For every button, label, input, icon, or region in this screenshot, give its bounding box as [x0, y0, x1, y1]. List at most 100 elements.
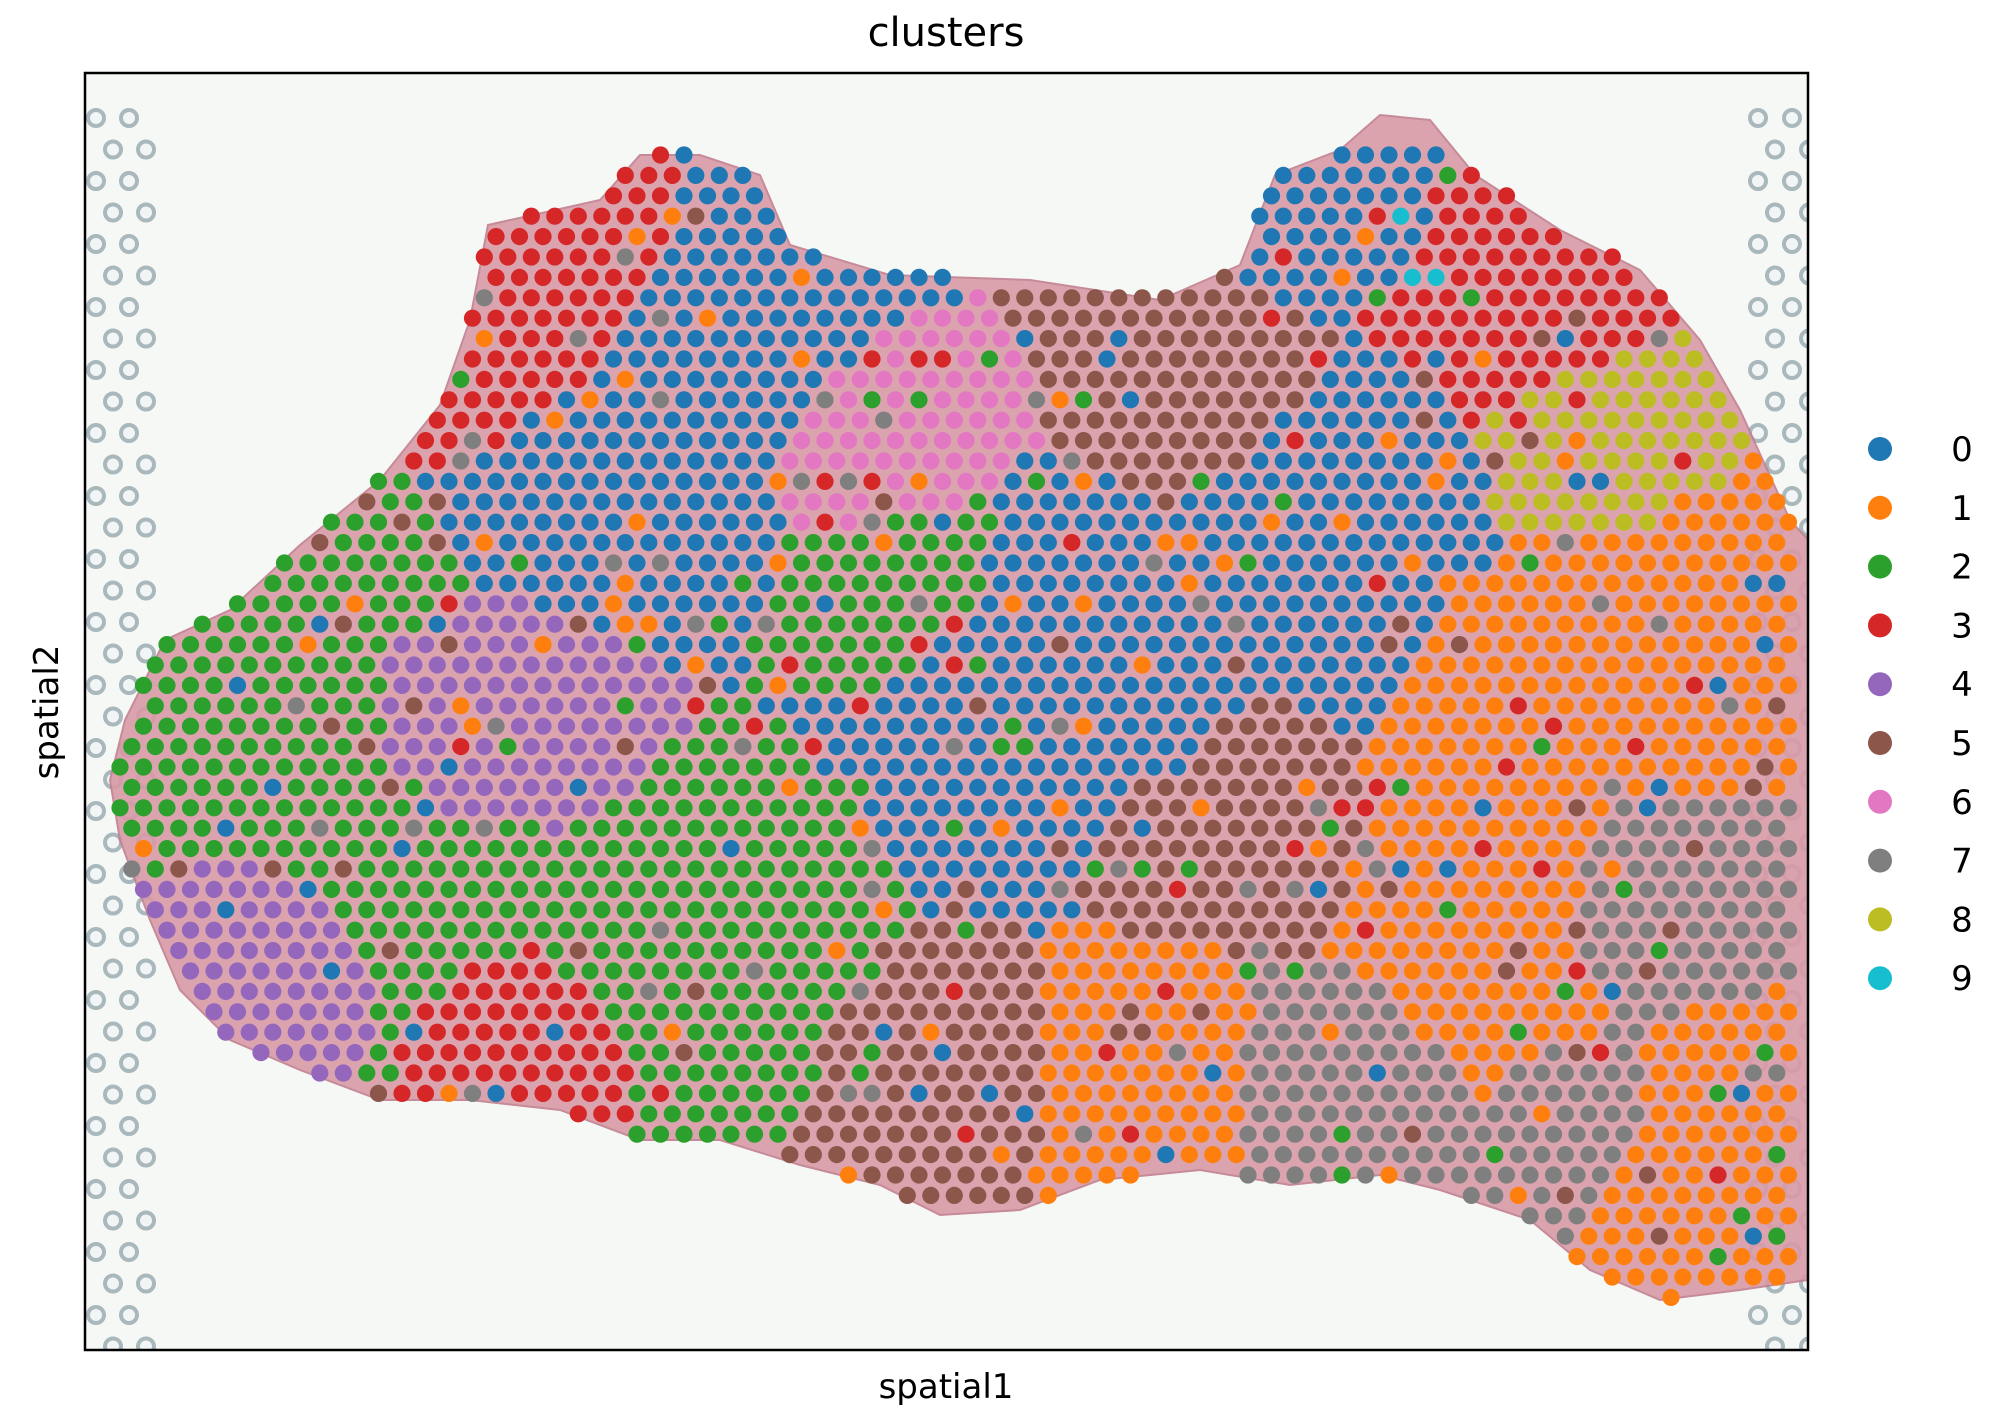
spot-cluster-0: [710, 330, 728, 348]
spot-cluster-7: [651, 554, 670, 572]
spot-cluster-7: [1544, 1084, 1563, 1102]
spot-cluster-3: [1497, 268, 1516, 286]
spot-cluster-7: [1427, 1044, 1445, 1062]
spot-cluster-4: [405, 738, 423, 756]
spot-cluster-0: [1004, 880, 1022, 899]
spot-cluster-2: [275, 840, 294, 858]
spot-cluster-0: [675, 309, 693, 327]
spot-cluster-1: [1732, 636, 1751, 654]
spot-cluster-0: [687, 370, 705, 388]
spot-cluster-7: [1497, 1166, 1516, 1184]
spot-cluster-7: [1756, 921, 1774, 939]
spot-cluster-0: [1262, 432, 1281, 450]
spot-cluster-5: [1074, 309, 1093, 327]
spot-cluster-8: [1544, 513, 1563, 531]
spot-cluster-3: [487, 962, 505, 980]
spot-cluster-2: [969, 493, 987, 511]
spot-cluster-5: [992, 1023, 1010, 1041]
spot-cluster-1: [1591, 1207, 1610, 1225]
spot-cluster-2: [722, 1084, 740, 1102]
spot-cluster-7: [1321, 1064, 1339, 1082]
spot-cluster-5: [945, 942, 963, 960]
spot-cluster-0: [593, 452, 611, 470]
fiducial-spot: [103, 580, 123, 601]
spot-cluster-1: [1721, 1105, 1739, 1123]
spot-cluster-5: [957, 1084, 975, 1102]
spot-cluster-5: [1145, 921, 1163, 939]
spot-cluster-0: [1016, 452, 1034, 470]
spot-cluster-7: [1309, 1125, 1328, 1143]
legend-label-6: 6: [1951, 783, 1973, 823]
spot-cluster-0: [1415, 574, 1433, 593]
spot-cluster-4: [252, 880, 270, 899]
spot-cluster-1: [1568, 880, 1586, 899]
spot-cluster-3: [628, 268, 646, 286]
spot-cluster-1: [1580, 1023, 1598, 1041]
spot-cluster-2: [334, 901, 352, 919]
spot-cluster-3: [1439, 370, 1457, 388]
spot-cluster-1: [1215, 1003, 1234, 1021]
spot-cluster-0: [734, 248, 752, 266]
spot-cluster-0: [1004, 554, 1022, 572]
spot-cluster-0: [722, 350, 740, 368]
spot-cluster-2: [828, 778, 846, 797]
spot-cluster-7: [1286, 1166, 1304, 1184]
spot-cluster-1: [1721, 656, 1739, 674]
spot-cluster-2: [416, 962, 435, 980]
spot-cluster-3: [1098, 1044, 1116, 1062]
spot-cluster-0: [722, 513, 740, 531]
spot-cluster-4: [428, 738, 446, 756]
spot-cluster-5: [816, 1044, 834, 1062]
spot-cluster-2: [628, 799, 646, 817]
spot-cluster-2: [205, 676, 223, 695]
spot-cluster-0: [475, 452, 493, 470]
spot-cluster-1: [1744, 1146, 1762, 1164]
spot-cluster-1: [1768, 738, 1786, 756]
spot-cluster-0: [1027, 880, 1046, 899]
spot-cluster-4: [522, 697, 540, 715]
spot-cluster-7: [1756, 840, 1774, 858]
spot-cluster-3: [1262, 309, 1281, 327]
spot-cluster-2: [687, 778, 705, 797]
spot-cluster-2: [452, 574, 470, 593]
spot-cluster-1: [1768, 534, 1786, 552]
spot-cluster-1: [663, 207, 681, 225]
spot-cluster-3: [1685, 676, 1704, 695]
spot-cluster-2: [557, 962, 576, 980]
spot-cluster-2: [405, 534, 423, 552]
spot-cluster-0: [734, 615, 752, 633]
spot-cluster-5: [792, 1125, 811, 1143]
spot-cluster-7: [1392, 1023, 1410, 1041]
spot-cluster-3: [522, 248, 540, 266]
spot-cluster-1: [1415, 1023, 1433, 1041]
spot-cluster-0: [1251, 615, 1269, 633]
fiducial-spot: [1748, 234, 1768, 254]
spot-cluster-1: [1427, 472, 1445, 490]
spot-cluster-4: [275, 962, 294, 980]
spot-cluster-0: [722, 309, 740, 327]
spot-cluster-5: [922, 1064, 940, 1082]
spot-cluster-1: [1627, 1146, 1645, 1164]
spot-cluster-0: [1462, 493, 1480, 511]
spot-cluster-2: [181, 717, 200, 735]
spot-cluster-0: [1039, 534, 1057, 552]
spot-cluster-0: [1145, 636, 1163, 654]
spot-cluster-5: [1309, 717, 1328, 735]
spot-cluster-1: [1650, 656, 1668, 674]
spot-cluster-2: [851, 942, 869, 960]
spot-cluster-4: [181, 921, 200, 939]
spot-cluster-1: [1427, 1003, 1445, 1021]
spot-cluster-2: [769, 636, 787, 654]
spot-cluster-1: [1439, 1023, 1457, 1041]
spot-cluster-2: [287, 615, 305, 633]
spot-cluster-1: [475, 330, 493, 348]
spot-cluster-0: [1591, 472, 1610, 490]
spot-cluster-2: [217, 738, 235, 756]
fiducial-spot: [136, 202, 156, 223]
spot-cluster-1: [1427, 758, 1445, 776]
spot-cluster-4: [522, 738, 540, 756]
spot-cluster-1: [1533, 574, 1551, 593]
spot-cluster-7: [1168, 1044, 1187, 1062]
spot-cluster-3: [1415, 289, 1433, 307]
legend-marker-3: [1868, 613, 1892, 638]
